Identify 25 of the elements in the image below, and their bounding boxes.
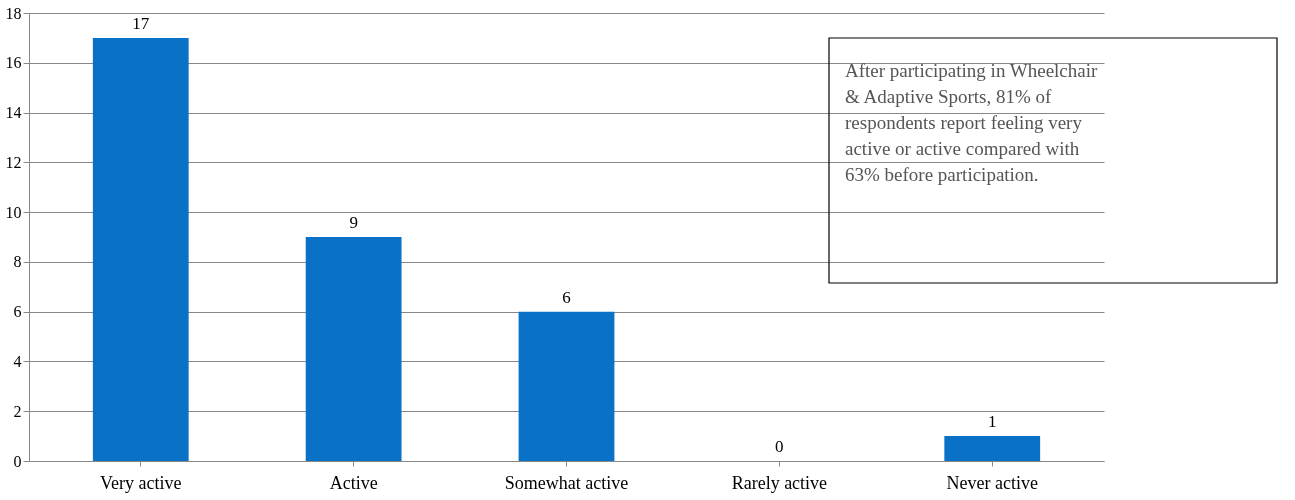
data-label: 9 (349, 213, 358, 232)
x-tick-label: Active (329, 472, 378, 493)
y-tick-label: 2 (13, 402, 22, 420)
x-tick-label: Never active (946, 472, 1038, 493)
data-label: 0 (775, 437, 784, 456)
y-tick-label: 8 (13, 253, 22, 271)
bar (944, 436, 1041, 461)
bar (305, 237, 402, 461)
data-label: 6 (562, 287, 571, 307)
y-tick-label: 4 (13, 352, 22, 370)
bar (518, 311, 615, 461)
y-tick-label: 12 (5, 153, 22, 171)
y-tick-label: 14 (5, 104, 22, 122)
x-tick-label: Very active (100, 472, 182, 493)
y-tick-label: 6 (13, 303, 22, 321)
data-label: 17 (132, 13, 150, 33)
data-label: 1 (987, 412, 997, 432)
y-tick-label: 18 (5, 4, 22, 22)
x-tick-label: Rarely active (731, 472, 828, 493)
x-tick-label: Somewhat active (504, 472, 629, 493)
y-tick-label: 10 (5, 203, 22, 221)
y-tick-label: 0 (13, 452, 22, 470)
annotation: After participating in Wheelchair & Adaptive Sports, 81% of respondents report feeling very active or active compared with 63% before participation. (845, 60, 1099, 185)
y-tick-label: 16 (5, 54, 22, 72)
bar (92, 37, 189, 461)
